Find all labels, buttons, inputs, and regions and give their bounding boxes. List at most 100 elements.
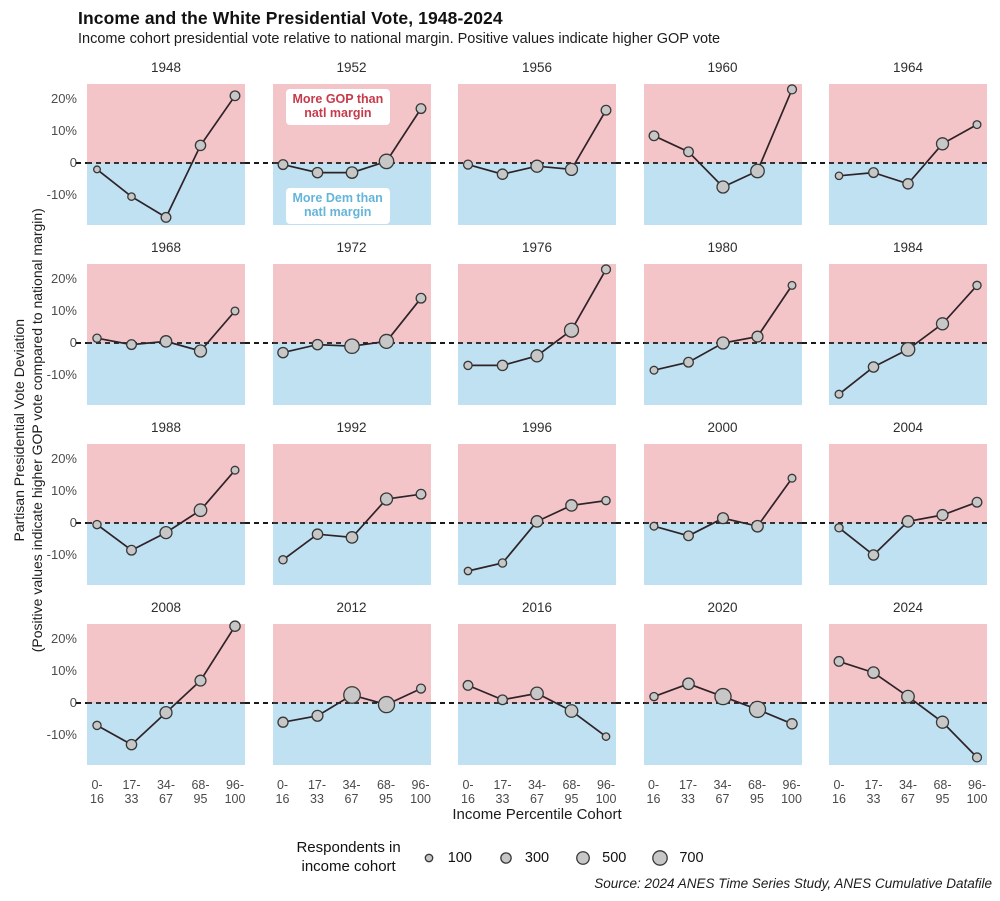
x-tick-line1: 96-: [967, 778, 987, 792]
data-point: [716, 512, 729, 525]
data-point: [900, 342, 916, 357]
panel-1968: 1968: [87, 240, 245, 405]
x-tick-label: 17- 33: [483, 778, 523, 806]
panel-year-label: 1968: [150, 240, 182, 255]
x-tick-line1: 34-: [713, 778, 732, 792]
panel-plot: [87, 84, 245, 225]
dem-region: [458, 703, 616, 765]
x-tick-line2: 16: [461, 791, 475, 806]
data-point: [971, 496, 983, 508]
legend-item: 500: [573, 848, 626, 868]
panel-1996: 1996: [458, 420, 616, 585]
x-tick-line1: 96-: [782, 778, 801, 792]
data-point: [378, 153, 394, 170]
zero-line-stub: [76, 522, 87, 524]
panel-1948: 1948: [87, 60, 245, 225]
x-tick-label: 34- 67: [888, 778, 928, 806]
panel-plot: [272, 264, 431, 405]
data-point: [342, 686, 361, 704]
x-tick-line1: 96-: [411, 778, 430, 792]
gop-region: [87, 624, 245, 703]
x-tick-line1: 0-: [833, 778, 845, 792]
data-point: [194, 139, 207, 152]
zero-line-gap-dash: [245, 162, 273, 164]
x-tick-line2: 33: [310, 791, 324, 806]
data-point: [345, 531, 358, 544]
data-point: [230, 306, 240, 316]
size-legend-label-line2: income cohort: [301, 857, 396, 875]
data-point: [834, 523, 844, 533]
data-point: [462, 159, 474, 170]
zero-line-gap-dash: [430, 162, 458, 164]
data-point: [564, 704, 579, 718]
y-tick-label: -10%: [46, 187, 77, 202]
panel-year-label: 2024: [892, 600, 924, 615]
gop-region: [643, 264, 802, 343]
data-point: [92, 333, 102, 343]
chart-row: 20% 10% 0 -10% 1968 1972 1976 1980 1984: [47, 240, 987, 405]
x-tick-line1: 96-: [225, 778, 245, 792]
x-tick-line1: 17-: [493, 778, 512, 792]
x-tick-line1: 68-: [562, 778, 581, 792]
x-tick-line2: 95: [750, 791, 764, 806]
data-point: [565, 499, 578, 512]
chart-row: 20% 10% 0 -10% 1988 1992 1996 2000 2004: [47, 420, 987, 585]
data-point: [868, 167, 879, 179]
data-point: [310, 709, 324, 722]
x-tick-line1: 68-: [191, 778, 210, 792]
zero-line-gap-dash: [430, 342, 458, 344]
x-tick-line1: 17-: [122, 778, 141, 792]
data-point: [682, 146, 694, 158]
y-axis-title-line1: Partisan Presidential Vote Deviation: [10, 318, 27, 542]
data-point: [276, 346, 289, 359]
size-legend-items: 100 300 500 700: [419, 848, 704, 868]
dem-region: [458, 163, 616, 225]
gop-region: [272, 264, 431, 343]
x-tick-line1: 34-: [527, 778, 547, 792]
panel-2024: 2024: [829, 600, 987, 765]
data-point: [194, 674, 207, 687]
x-tick-line1: 34-: [898, 778, 918, 792]
data-point: [378, 333, 394, 350]
size-legend-label-line1: Respondents in: [296, 839, 401, 856]
x-tick-line2: 95: [193, 791, 208, 806]
legend-item-label: 500: [602, 849, 627, 866]
data-point: [159, 335, 173, 348]
x-tick-label: 34- 67: [517, 778, 557, 806]
x-tick-label: 68- 95: [737, 778, 777, 806]
data-point: [972, 120, 982, 130]
x-tick-label: 17- 33: [297, 778, 337, 806]
zero-line-gap-dash: [616, 702, 644, 704]
x-tick-line1: 17-: [307, 778, 327, 792]
page-subtitle: Income cohort presidential vote relative…: [78, 31, 721, 47]
x-tick-label: 68- 95: [366, 778, 406, 806]
data-point: [935, 715, 950, 729]
legend-item: 300: [496, 848, 549, 868]
panel-year-label: 1980: [707, 240, 738, 255]
x-tick-line1: 34-: [156, 778, 176, 792]
x-tick-label: 17- 33: [854, 778, 894, 806]
legend-circle: [424, 853, 434, 863]
x-tick-label: 34- 67: [332, 778, 372, 806]
x-tick-label: 34- 67: [146, 778, 186, 806]
x-tick-line1: 96-: [596, 778, 616, 792]
panel-plot: [643, 264, 802, 405]
data-point: [935, 137, 950, 151]
panel-year-label: 1992: [336, 420, 367, 435]
data-point: [497, 694, 508, 706]
zero-line-stub: [76, 162, 87, 164]
panel-1992: 1992: [272, 420, 431, 585]
annotation-more-dem-line1: More Dem than: [292, 191, 383, 205]
annotation-more-gop-line2: natl margin: [304, 106, 372, 121]
data-point: [867, 361, 880, 373]
data-point: [463, 360, 473, 371]
source-note: Source: 2024 ANES Time Series Study, ANE…: [594, 876, 992, 891]
x-tick-line1: 68-: [376, 778, 396, 792]
panel-plot: [829, 84, 987, 225]
x-tick-line2: 16: [90, 791, 104, 806]
annotation-more-dem-line2: natl margin: [303, 205, 372, 220]
dem-region: [829, 523, 987, 585]
x-tick-label: 17- 33: [112, 778, 152, 806]
annotation-more-gop: More GOP than natl margin: [285, 89, 391, 125]
data-point: [750, 519, 764, 533]
